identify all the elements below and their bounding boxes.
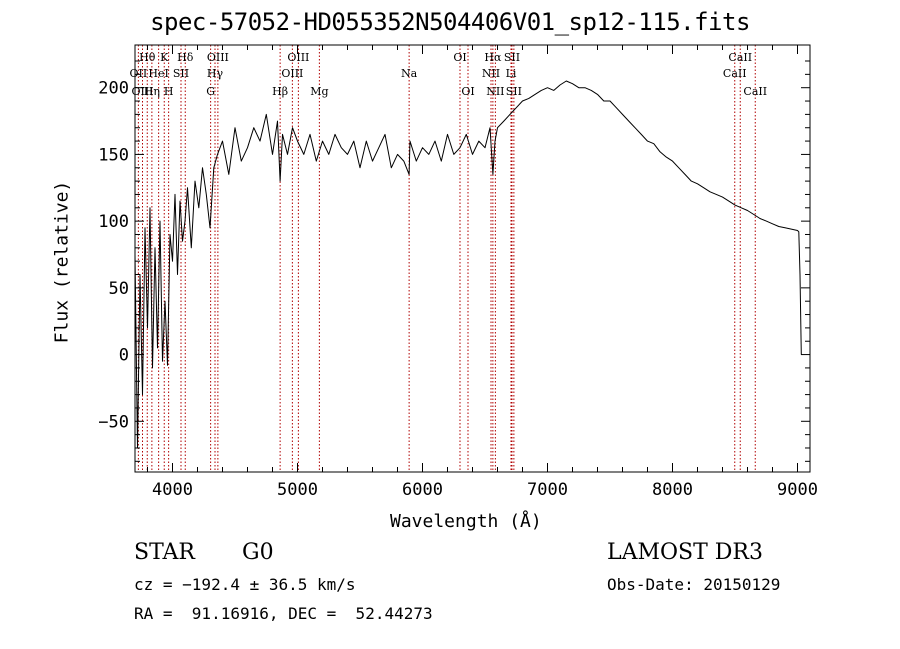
line-marker-label: CaII	[728, 51, 752, 64]
chart-title: spec-57052-HD055352N504406V01_sp12-115.f…	[150, 8, 750, 36]
y-tick-label: 150	[98, 145, 129, 165]
spectrum-line	[134, 80, 802, 449]
line-marker-label: NII	[482, 67, 500, 80]
line-marker-label: K	[160, 51, 169, 64]
x-tick-label: 4000	[152, 480, 193, 500]
coordinates: RA = 91.16916, DEC = 52.44273	[134, 604, 433, 623]
y-tick-label: 50	[109, 279, 129, 299]
x-axis-label: Wavelength (Å)	[390, 511, 542, 532]
line-marker-label: OIII	[207, 51, 229, 64]
line-marker-label: Hδ	[177, 51, 194, 64]
redshift-velocity: cz = −192.4 ± 36.5 km/s	[134, 575, 356, 594]
line-marker-label: NII	[486, 85, 504, 98]
y-axis-label: Flux (relative)	[51, 180, 73, 344]
line-marker-label: Mg	[310, 85, 328, 98]
line-marker-label: Hβ	[272, 85, 288, 98]
line-marker-label: CaII	[723, 67, 747, 80]
plot-frame	[134, 44, 811, 473]
line-marker-label: Hθ	[139, 51, 156, 64]
subclass: G0	[242, 540, 274, 565]
line-marker-label: SII	[173, 67, 189, 80]
y-tick-label: 0	[119, 346, 129, 366]
line-marker-label: OIII	[281, 67, 303, 80]
line-marker-label: Li	[506, 67, 517, 80]
line-marker-label: OIII	[131, 85, 153, 98]
x-tick-label: 7000	[527, 480, 568, 500]
object-class: STAR	[134, 540, 195, 565]
line-marker-label: G	[206, 85, 215, 98]
observation-date: Obs-Date: 20150129	[607, 575, 781, 594]
line-marker-label: H	[164, 85, 174, 98]
line-marker-label: Na	[401, 67, 418, 80]
survey-name: LAMOST DR3	[607, 540, 763, 565]
line-marker-label: Hα	[484, 51, 502, 64]
line-marker-label: OIII	[287, 51, 309, 64]
line-marker-label: OII	[130, 67, 148, 80]
x-tick-label: 9000	[777, 480, 818, 500]
line-marker-label: OI	[461, 85, 474, 98]
y-tick-label: −50	[98, 412, 129, 432]
line-marker-label: HeI	[148, 67, 168, 80]
line-marker-label: Hη	[144, 85, 160, 98]
x-tick-label: 5000	[277, 480, 318, 500]
y-tick-label: 200	[98, 79, 129, 99]
line-marker-label: SII	[506, 85, 522, 98]
line-marker-label: OI	[453, 51, 466, 64]
x-tick-label: 8000	[652, 480, 693, 500]
y-tick-label: 100	[98, 212, 129, 232]
line-marker-label: Hγ	[207, 67, 224, 80]
x-tick-label: 6000	[402, 480, 443, 500]
line-marker-label: CaII	[743, 85, 767, 98]
line-marker-label: SII	[504, 51, 520, 64]
